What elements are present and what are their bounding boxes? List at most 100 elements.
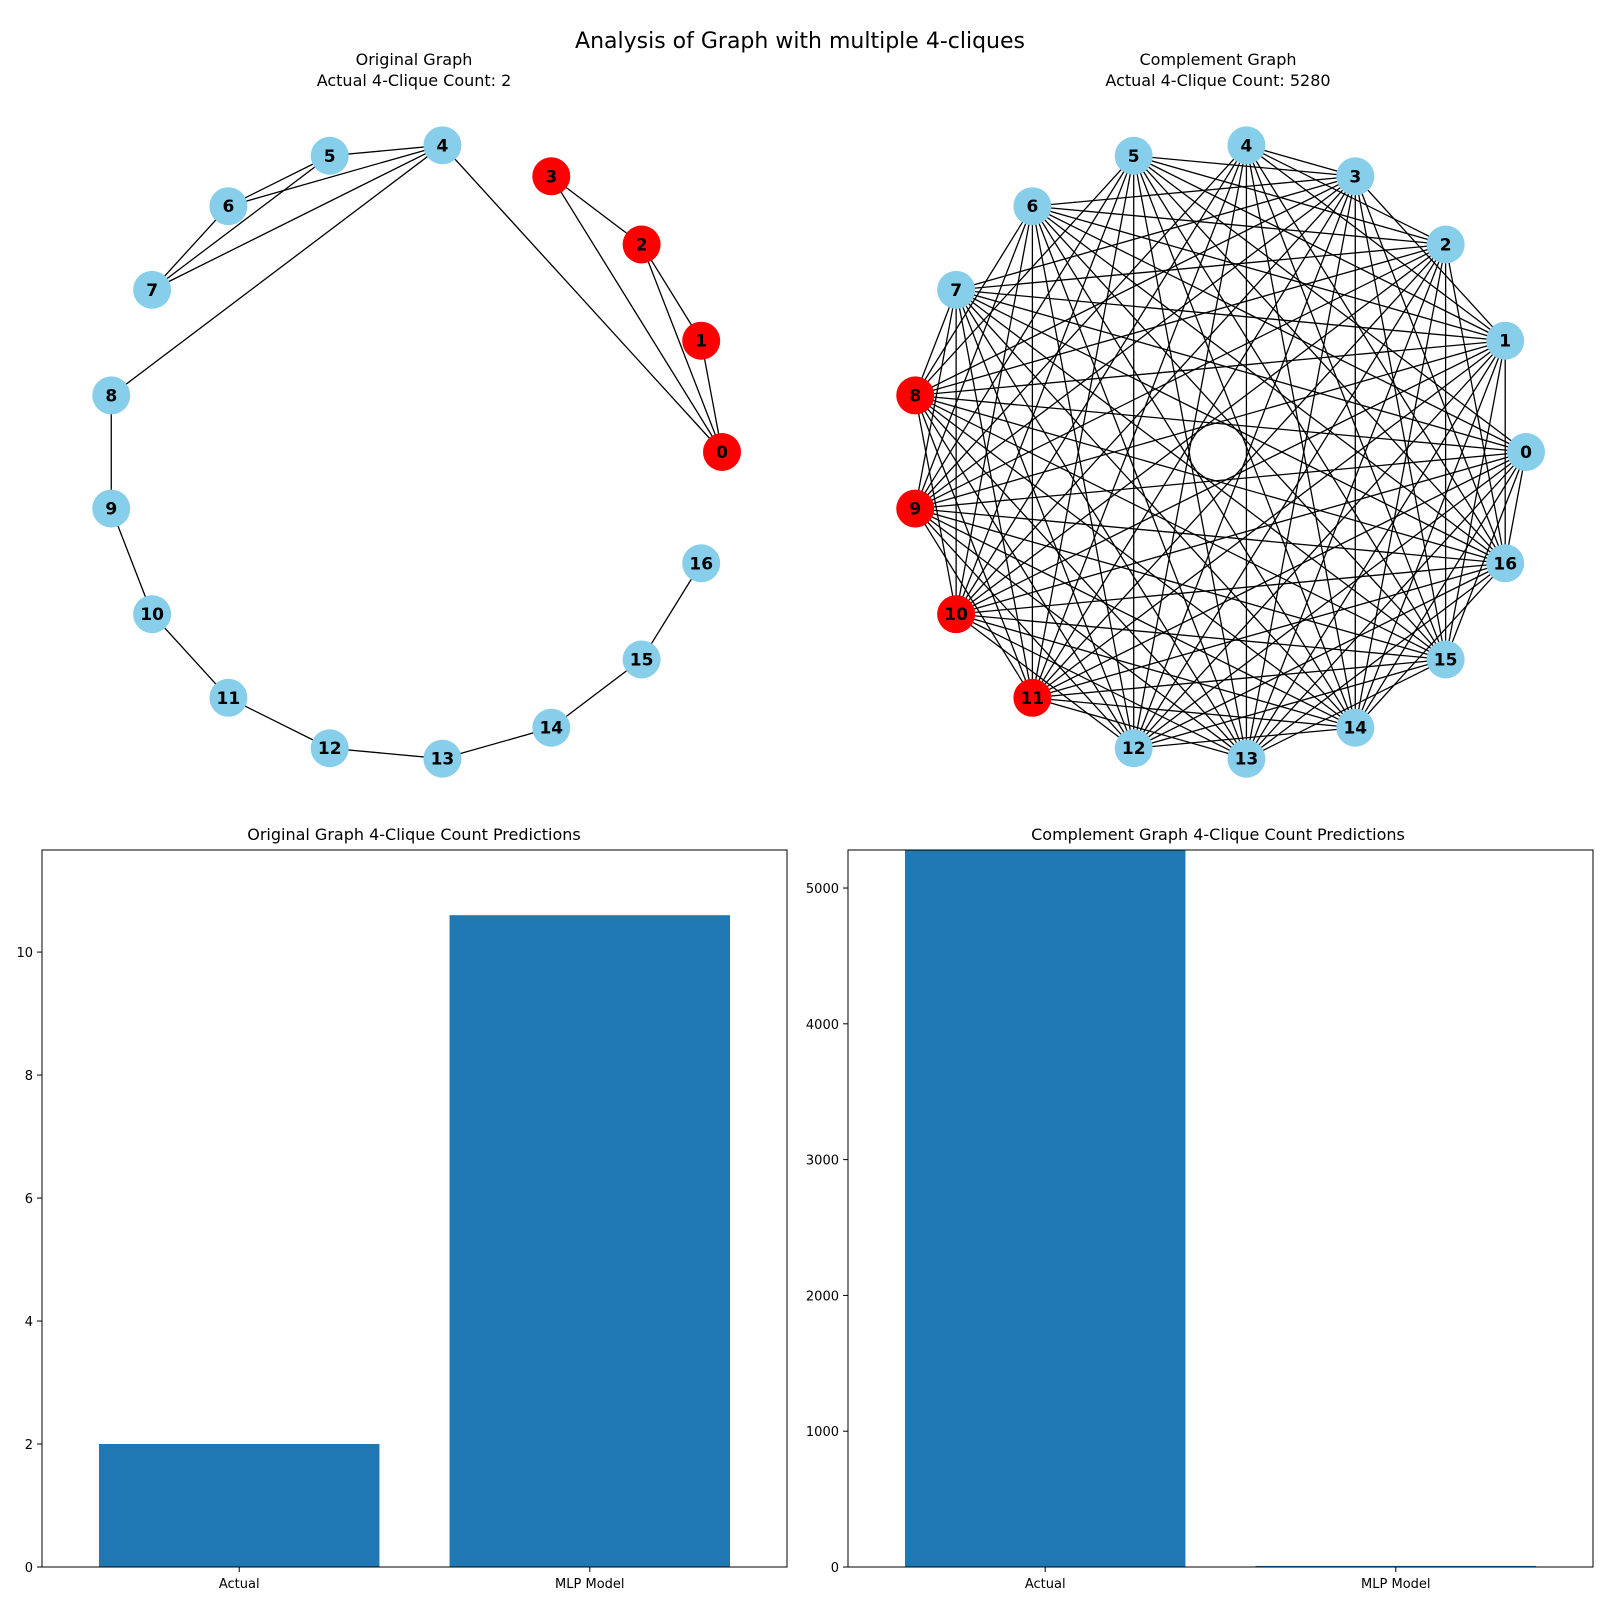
complement-edge-7-16 [955,289,1506,564]
original-node-label-13: 13 [431,750,455,770]
original-node-8: 8 [92,376,131,415]
complement-edge-10-14 [955,613,1356,729]
complement-edge-6-8 [914,205,1033,396]
complement-edge-2-14 [1354,244,1447,728]
complement-edge-3-10 [955,175,1356,615]
complement-edge-11-16 [1032,562,1506,699]
original-node-label-14: 14 [539,719,563,739]
complement-edge-1-9 [915,340,1506,510]
original-node-label-6: 6 [222,197,234,217]
complement-edge-5-16 [1133,155,1506,564]
original-node-label-15: 15 [630,650,654,670]
complement-node-circle-10 [937,595,976,634]
complement-node-15: 15 [1426,640,1465,679]
complement-node-label-12: 12 [1122,739,1146,759]
complement-edge-3-7 [955,175,1356,291]
complement-ytick-label: 4000 [806,1018,839,1033]
original-node-2: 2 [622,225,661,264]
complement-bar-mlp-model [1255,1565,1537,1567]
complement-edge-2-6 [1032,205,1446,246]
complement-edge-7-9 [914,289,957,509]
complement-node-circle-0 [1507,433,1545,471]
complement-edge-3-8 [914,175,1356,396]
complement-node-12: 12 [1114,729,1153,768]
complement-edge-2-13 [1245,244,1447,759]
complement-node-7: 7 [937,270,976,309]
original-bar-mlp-model [449,915,731,1567]
original-node-circle-8 [92,376,131,415]
original-node-circle-2 [622,225,661,264]
complement-edge-9-15 [915,507,1446,661]
complement-axes-frame [847,849,1594,1568]
complement-edge-3-13 [1245,176,1356,759]
complement-node-label-0: 0 [1520,443,1532,463]
complement-edge-8-16 [915,394,1506,564]
original-xtick-label: MLP Model [555,1577,624,1592]
original-bars [98,915,731,1567]
complement-edge-3-12 [1133,176,1356,749]
complement-node-10: 10 [937,595,976,634]
complement-edge-6-14 [1031,205,1356,729]
complement-edge-6-12 [1031,206,1135,749]
complement-edge-3-9 [914,175,1356,510]
complement-node-8: 8 [896,376,935,415]
complement-node-circle-1 [1486,321,1525,360]
complement-edge-11-15 [1032,658,1446,699]
complement-edge-13-16 [1246,562,1506,760]
complement-node-circle-8 [896,376,935,415]
complement-edge-1-5 [1133,155,1506,342]
complement-node-label-9: 9 [909,500,921,520]
complement-node-circle-15 [1426,640,1465,679]
complement-node-circle-7 [937,270,976,309]
original-node-label-16: 16 [689,554,713,574]
original-predictions-bar-chart: Original Graph 4-Clique Count Prediction… [16,825,788,1592]
original-predictions-title: Original Graph 4-Clique Count Prediction… [247,825,581,844]
complement-edge-14-16 [1354,562,1506,729]
original-node-circle-12 [310,729,349,768]
complement-edge-9-16 [915,507,1506,564]
original-node-circle-1 [682,321,721,360]
original-edge-0-4 [441,144,723,453]
complement-edge-9-14 [914,508,1356,729]
complement-node-circle-16 [1486,544,1525,583]
original-node-label-12: 12 [318,739,342,759]
complement-node-label-6: 6 [1026,197,1038,217]
complement-node-label-14: 14 [1343,719,1367,739]
complement-edge-4-16 [1245,144,1506,564]
complement-edge-0-5 [1133,155,1527,453]
original-edge-5-7 [151,155,331,291]
complement-edge-1-15 [1444,340,1506,660]
complement-predictions-bar-chart: Complement Graph 4-Clique Count Predicti… [806,825,1594,1592]
original-node-circle-4 [423,126,462,165]
complement-node-circle-9 [896,489,935,528]
complement-edge-12-14 [1133,727,1356,749]
original-node-4: 4 [423,126,462,165]
original-node-label-0: 0 [716,443,728,463]
complement-node-3: 3 [1336,157,1375,196]
complement-edge-0-6 [1032,205,1527,453]
complement-node-13: 13 [1227,739,1266,778]
complement-edge-2-5 [1133,155,1446,246]
complement-edge-1-3 [1354,175,1506,342]
complement-edge-8-15 [914,394,1446,661]
complement-node-circle-14 [1336,708,1375,747]
complement-edge-0-11 [1032,451,1527,699]
complement-edge-3-15 [1354,176,1447,660]
original-axes: Actual MLP Model 0 2 4 6 8 10 [16,849,788,1592]
original-ytick-label: 4 [25,1315,33,1330]
original-node-label-1: 1 [695,332,707,352]
complement-node-circle-6 [1013,187,1052,226]
complement-edge-6-13 [1031,205,1248,759]
complement-node-0: 0 [1507,433,1545,471]
complement-edge-0-7 [955,289,1527,453]
complement-node-label-4: 4 [1240,136,1252,156]
figure-suptitle: Analysis of Graph with multiple 4-clique… [575,29,1025,54]
complement-edge-7-13 [955,289,1247,760]
complement-graph-panel: Complement Graph Actual 4-Clique Count: … [896,50,1545,778]
original-node-label-3: 3 [545,167,557,187]
complement-edge-5-15 [1133,155,1447,660]
complement-edge-1-12 [1133,340,1506,749]
complement-predictions-title: Complement Graph 4-Clique Count Predicti… [1031,825,1405,844]
complement-node-label-3: 3 [1349,167,1361,187]
